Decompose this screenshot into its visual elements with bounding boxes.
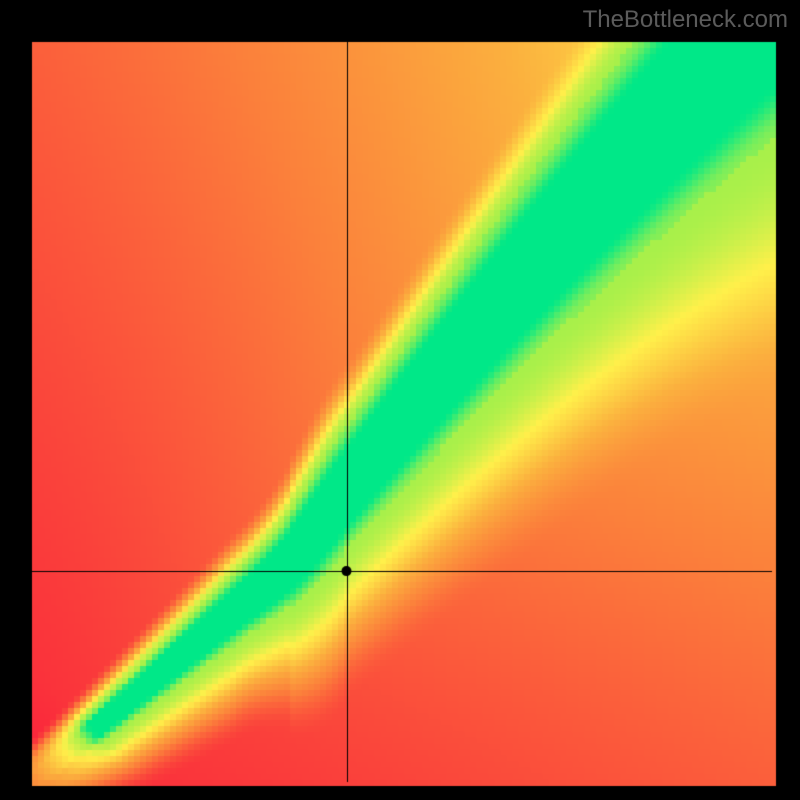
chart-container: TheBottleneck.com [0,0,800,800]
heatmap-canvas [0,0,800,800]
credit-watermark: TheBottleneck.com [583,6,788,34]
